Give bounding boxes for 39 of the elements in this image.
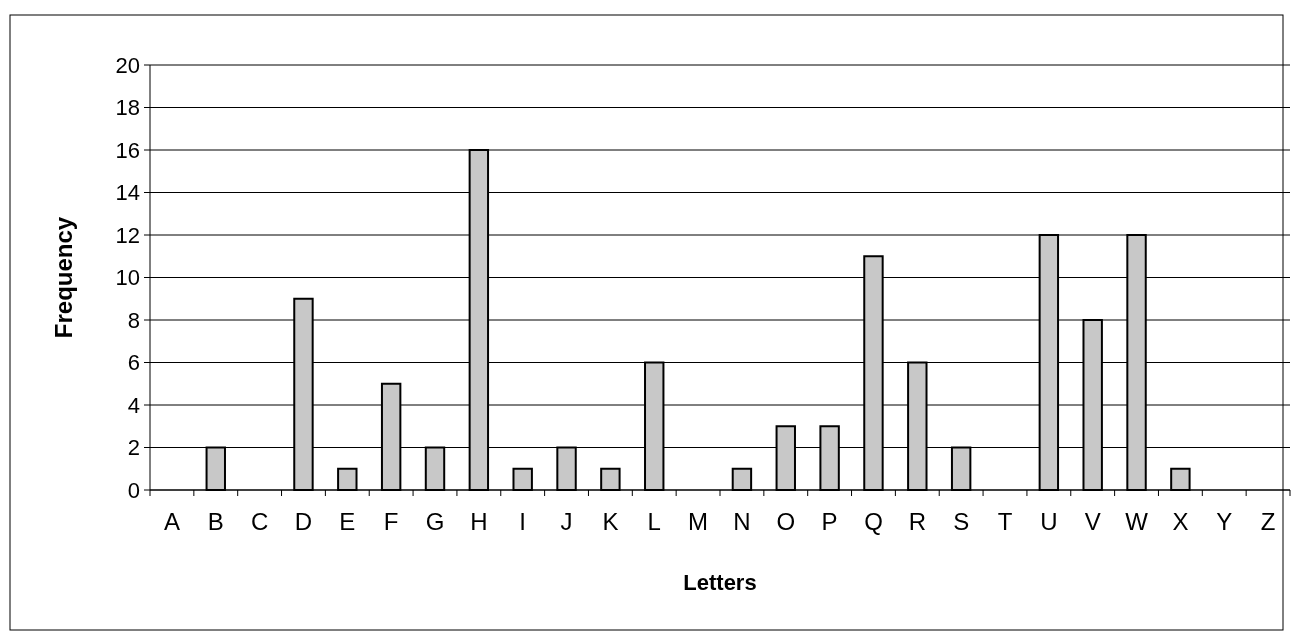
y-tick-label: 4: [127, 392, 140, 418]
x-tick-label: O: [776, 508, 796, 535]
x-tick-label: G: [425, 508, 445, 535]
x-axis-title: Letters: [683, 570, 757, 595]
x-tick-label: X: [1172, 508, 1189, 535]
x-tick-label: F: [383, 508, 399, 535]
y-tick-label: 2: [127, 435, 140, 461]
y-tick-label: 8: [127, 307, 140, 333]
y-tick-label: 14: [115, 180, 140, 206]
y-tick-label: 10: [115, 265, 140, 291]
x-tick-label: B: [207, 508, 224, 535]
x-tick-label: V: [1084, 508, 1101, 535]
x-tick-label: C: [250, 508, 269, 535]
y-tick-label: 20: [115, 52, 140, 78]
y-tick-label: 12: [115, 222, 140, 248]
x-tick-label: H: [470, 508, 488, 535]
y-axis-title: Frequency: [50, 216, 77, 339]
x-tick-label: Z: [1260, 508, 1276, 535]
y-tick-label: 6: [127, 350, 140, 376]
y-tick-label: 16: [115, 137, 140, 163]
x-tick-label: Q: [864, 508, 883, 535]
x-tick-label: M: [688, 508, 709, 535]
x-tick-label: A: [163, 508, 180, 535]
x-tick-label: Y: [1216, 508, 1233, 535]
x-tick-label: W: [1125, 508, 1149, 535]
y-tick-label: 0: [127, 477, 140, 503]
x-tick-label: P: [821, 508, 838, 535]
x-tick-label: D: [294, 508, 313, 535]
x-tick-label: U: [1040, 508, 1058, 535]
x-tick-label: T: [997, 508, 1013, 535]
x-tick-label: N: [733, 508, 751, 535]
x-tick-label: L: [647, 508, 661, 535]
y-tick-label: 18: [115, 95, 140, 121]
x-tick-label: J: [560, 508, 573, 535]
x-tick-label: I: [519, 508, 527, 535]
x-tick-label: E: [339, 508, 356, 535]
x-tick-label: S: [953, 508, 970, 535]
x-tick-label: K: [602, 508, 619, 535]
x-tick-label: R: [908, 508, 926, 535]
